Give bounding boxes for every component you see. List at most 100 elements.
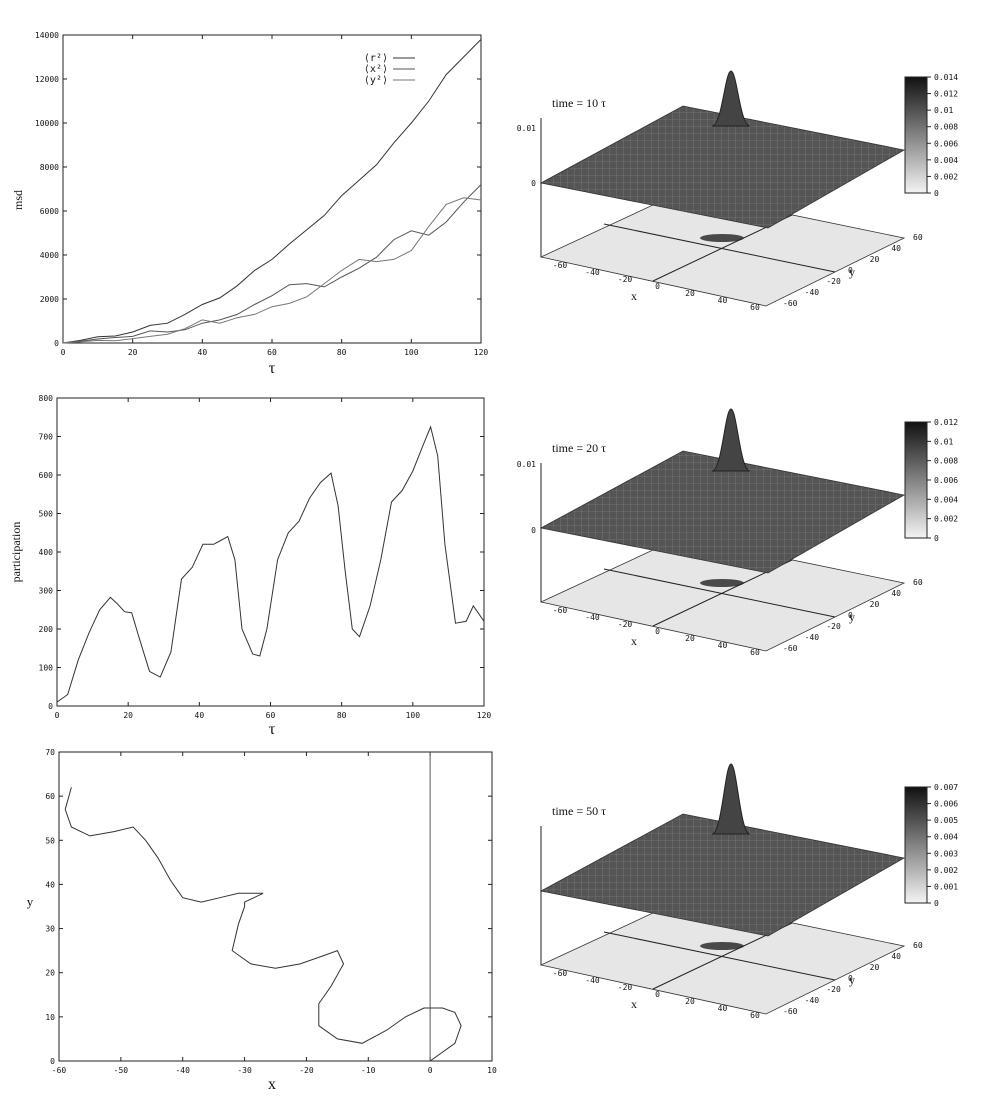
x-tick-label: 40 (195, 711, 205, 720)
x-tick-label: 0 (61, 348, 66, 357)
legend-label: ⟨r²⟩ (364, 53, 388, 64)
y-tick-label: -20 (826, 985, 841, 994)
colorbar-tick-label: 0 (934, 899, 939, 908)
colorbar-tick-label: 0.01 (934, 437, 953, 446)
x-tick-label: 120 (477, 711, 492, 720)
x-axis-label: x (631, 634, 637, 648)
x-tick-label: 60 (750, 303, 760, 312)
series-line (62, 197, 482, 344)
x-tick-label: 10 (487, 1066, 497, 1075)
floor-axis-x (603, 223, 836, 273)
surface-mesh (539, 450, 906, 574)
y-tick-label: 20 (870, 963, 880, 972)
surface-peak (711, 408, 751, 472)
floor-density-blob (700, 942, 744, 950)
colorbar-tick-label: 0.012 (934, 90, 958, 99)
colorbar-tick-label: 0.002 (934, 172, 958, 181)
z-tick-label: 0.01 (517, 460, 536, 469)
colorbar-tick-label: 0.005 (934, 816, 958, 825)
x-tick-label: -60 (553, 969, 568, 978)
surface-peak (711, 70, 751, 127)
x-axis-label: x (631, 997, 637, 1011)
series-line (64, 787, 462, 1062)
colorbar (904, 421, 928, 539)
y-tick-label: -40 (805, 633, 820, 642)
colorbar-tick-label: 0.006 (934, 139, 958, 148)
y-tick-label: -40 (805, 996, 820, 1005)
y-tick-label: 60 (913, 941, 923, 950)
y-tick-label: 60 (45, 792, 55, 801)
colorbar-tick-label: 0.012 (934, 418, 958, 427)
x-tick-label: -60 (52, 1066, 67, 1075)
y-tick-label: -60 (783, 1007, 798, 1016)
y-tick-label: 20 (870, 255, 880, 264)
colorbar-tick-label: 0.01 (934, 106, 953, 115)
colorbar-tick-label: 0.003 (934, 849, 958, 858)
x-tick-label: 20 (685, 997, 695, 1006)
x-tick-label: -20 (618, 620, 633, 629)
y-axis-label: y (27, 894, 34, 909)
y-tick-label: -20 (826, 277, 841, 286)
y-tick-label: 20 (870, 600, 880, 609)
surface-panel-2: time = 20 τ0.010-60-40-200204060x-60-40-… (517, 408, 958, 657)
y-tick-label: -60 (783, 299, 798, 308)
x-tick-label: 0 (655, 627, 660, 636)
x-tick-label: -60 (553, 606, 568, 615)
y-tick-label: 0 (50, 1057, 55, 1066)
x-tick-label: 60 (750, 648, 760, 657)
colorbar-tick-label: 0.004 (934, 833, 958, 842)
x-tick-label: -50 (114, 1066, 129, 1075)
series-line (62, 39, 482, 344)
x-axis-label: τ (269, 360, 276, 377)
y-tick-label: 4000 (40, 251, 59, 260)
y-axis-label: participation (9, 522, 23, 583)
panel-title: time = 50 τ (552, 804, 606, 818)
x-tick-label: -60 (553, 261, 568, 270)
y-tick-label: 0 (848, 266, 853, 275)
chart-3: -60 -50 -40 -30 -20 -10 0 10 0 10 20 30 40 50 60 70 x y (27, 748, 497, 1093)
colorbar-tick-label: 0.001 (934, 882, 958, 891)
colorbar-tick-label: 0.002 (934, 515, 958, 524)
surface-mesh (539, 813, 906, 937)
x-tick-label: -40 (585, 976, 600, 985)
legend-label: ⟨x²⟩ (364, 64, 388, 75)
y-tick-label: 0 (848, 611, 853, 620)
y-tick-label: 700 (39, 433, 54, 442)
y-tick-label: 100 (39, 664, 54, 673)
y-tick-label: 40 (891, 589, 901, 598)
y-tick-label: 400 (39, 548, 54, 557)
chart-1: 0 20 40 60 80 100 120 0 2000 4000 6000 8000 10000 120… (11, 31, 488, 377)
x-tick-label: 60 (266, 711, 276, 720)
colorbar-tick-label: 0 (934, 189, 939, 198)
y-tick-label: 40 (891, 952, 901, 961)
x-tick-label: 100 (406, 711, 421, 720)
x-tick-label: 40 (718, 641, 728, 650)
y-tick-label: 2000 (40, 295, 59, 304)
colorbar-tick-label: 0.008 (934, 123, 958, 132)
x-tick-label: 60 (267, 348, 277, 357)
x-tick-label: 40 (718, 296, 728, 305)
surface-mesh (539, 105, 906, 229)
x-tick-label: -20 (299, 1066, 314, 1075)
x-tick-label: 20 (128, 348, 138, 357)
plot-frame (56, 397, 485, 707)
colorbar-tick-label: 0.014 (934, 73, 958, 82)
chart-2: 0 20 40 60 80 100 120 0 100 200 300 400 500 600 700 800… (9, 394, 491, 738)
y-tick-label: 6000 (40, 207, 59, 216)
y-tick-label: 500 (39, 510, 54, 519)
plot-frame (62, 34, 482, 344)
series-line (62, 184, 482, 344)
y-tick-label: 10 (45, 1013, 55, 1022)
x-tick-label: 0 (655, 990, 660, 999)
colorbar-tick-label: 0.004 (934, 495, 958, 504)
surface-peak (711, 763, 751, 835)
panel-title: time = 10 τ (552, 96, 606, 110)
x-axis-label: x (631, 289, 637, 303)
y-tick-label: 70 (45, 748, 55, 757)
y-axis-label: msd (11, 190, 25, 210)
floor-axis-x (603, 568, 836, 618)
x-tick-label: 40 (718, 1004, 728, 1013)
y-axis-label: y (849, 265, 855, 279)
y-tick-label: 60 (913, 578, 923, 587)
